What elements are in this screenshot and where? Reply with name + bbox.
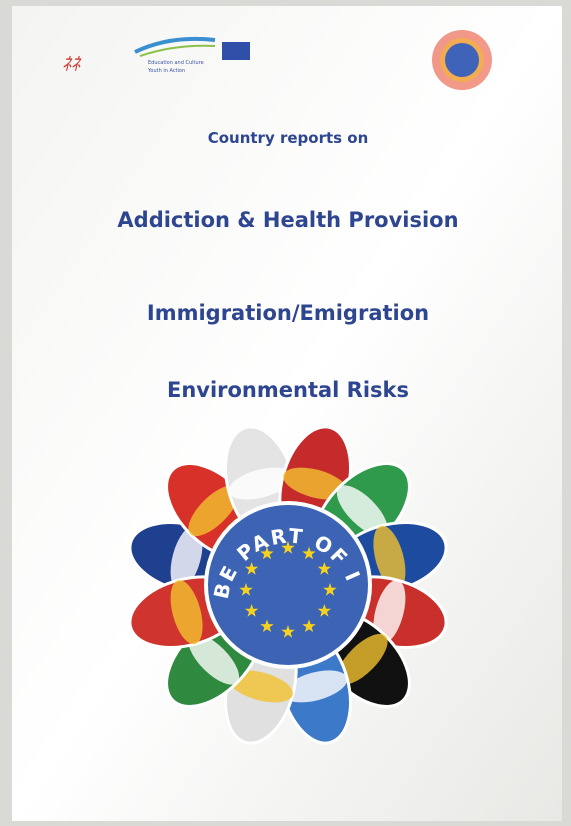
petal-stripe: [170, 525, 203, 590]
petal-stripe: [170, 580, 203, 645]
star: [323, 583, 337, 596]
youth-logo: ﾈﾈ Education and Culture Youth in Action: [62, 36, 250, 75]
star: [317, 562, 331, 575]
petal-stripe: [373, 525, 406, 590]
petal-stripe: [336, 633, 388, 685]
star: [302, 619, 316, 632]
petal-stripe: [188, 633, 240, 685]
star: [281, 541, 295, 554]
programme-line: Youth in Action: [147, 68, 185, 74]
topic: Immigration/Emigration: [147, 301, 429, 325]
petal-stripe: [373, 580, 406, 645]
petal-stripe: [336, 485, 388, 537]
petal-stripe: [188, 485, 240, 537]
topic: Environmental Risks: [167, 378, 409, 402]
star: [302, 546, 316, 560]
star: [317, 604, 331, 617]
star: [281, 625, 295, 638]
petal-stripe: [283, 670, 348, 703]
star: [260, 619, 274, 632]
svg-text:ﾈﾈ: ﾈﾈ: [62, 54, 82, 75]
programme-line: Education and Culture: [148, 60, 204, 66]
intro: Country reports on: [208, 129, 369, 147]
petal-stripe: [283, 467, 348, 500]
star: [239, 583, 253, 596]
star: [245, 562, 259, 575]
topic: Addiction & Health Provision: [117, 208, 458, 232]
logo-center: [204, 501, 372, 669]
petal-stripe: [228, 467, 293, 500]
mini-flower: [432, 30, 492, 90]
star: [245, 604, 259, 617]
petal-stripe: [228, 670, 293, 703]
star: [260, 546, 274, 560]
stars: [239, 541, 337, 638]
